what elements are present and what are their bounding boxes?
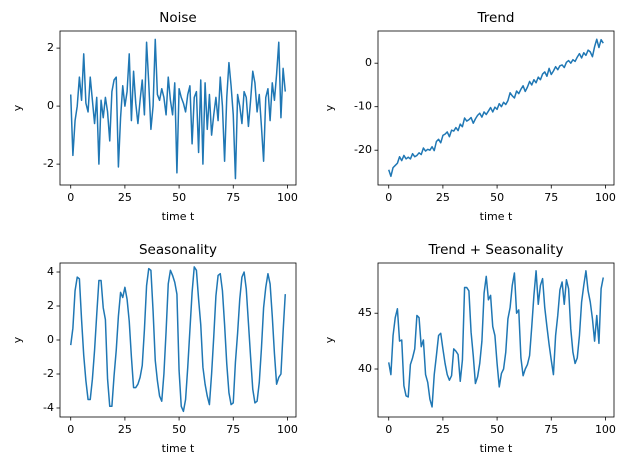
y-tick-label: -4 — [43, 401, 54, 414]
x-tick-label: 50 — [490, 191, 504, 204]
x-tick-label: 25 — [436, 191, 450, 204]
data-line — [69, 266, 287, 413]
x-axis-label: time t — [162, 210, 195, 223]
x-tick-label: 50 — [172, 423, 186, 436]
x-tick-label: 25 — [118, 191, 132, 204]
y-tick-label: -10 — [354, 100, 372, 113]
x-axis-label: time t — [162, 442, 195, 455]
data-line — [388, 38, 604, 178]
chart-title: Noise — [159, 10, 196, 26]
axes-frame — [377, 30, 615, 186]
axes-frame — [59, 30, 297, 186]
x-tick-label: 100 — [277, 423, 298, 436]
y-tick-label: 0 — [47, 99, 54, 112]
axes-frame — [377, 262, 615, 418]
chart-title: Seasonality — [139, 242, 217, 258]
x-tick-label: 100 — [595, 191, 616, 204]
x-axis-label: time t — [480, 210, 513, 223]
y-tick-label: -2 — [43, 157, 54, 170]
chart-title: Trend + Seasonality — [428, 242, 564, 258]
y-tick-label: -2 — [43, 367, 54, 380]
y-tick-label: 0 — [47, 333, 54, 346]
x-tick-label: 25 — [118, 423, 132, 436]
data-line — [387, 270, 605, 408]
x-tick-label: 75 — [226, 191, 240, 204]
chart-title: Trend — [477, 10, 515, 26]
x-tick-label: 75 — [544, 191, 558, 204]
y-tick-label: 0 — [365, 56, 372, 69]
data-line — [69, 38, 287, 180]
y-axis-label: y — [11, 104, 24, 111]
y-tick-label: 2 — [47, 299, 54, 312]
x-tick-label: 75 — [226, 423, 240, 436]
x-tick-label: 50 — [172, 191, 186, 204]
x-tick-label: 0 — [385, 191, 392, 204]
y-axis-label: y — [11, 336, 24, 343]
y-tick-label: 45 — [358, 306, 372, 319]
y-tick-label: 2 — [47, 41, 54, 54]
x-axis-label: time t — [480, 442, 513, 455]
y-tick-label: -20 — [354, 143, 372, 156]
x-tick-label: 25 — [436, 423, 450, 436]
x-tick-label: 100 — [595, 423, 616, 436]
x-tick-label: 0 — [385, 423, 392, 436]
x-tick-label: 100 — [277, 191, 298, 204]
x-tick-label: 0 — [67, 423, 74, 436]
y-tick-label: 40 — [358, 362, 372, 375]
y-axis-label: y — [323, 104, 336, 111]
x-tick-label: 50 — [490, 423, 504, 436]
x-tick-label: 75 — [544, 423, 558, 436]
y-axis-label: y — [323, 336, 336, 343]
x-tick-label: 0 — [67, 191, 74, 204]
y-tick-label: 4 — [47, 265, 54, 278]
